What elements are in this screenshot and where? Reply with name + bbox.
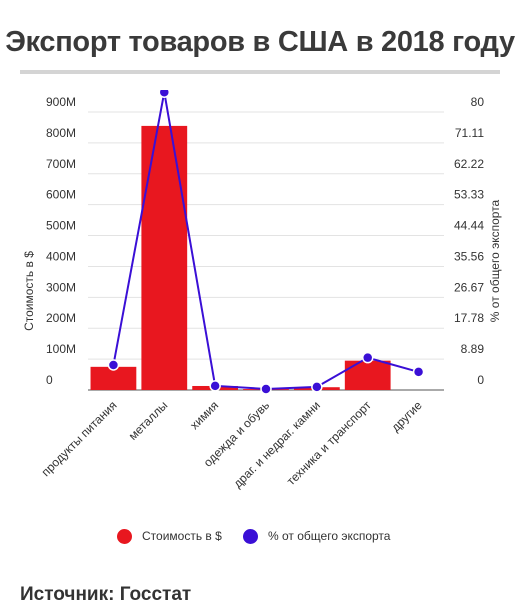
y-left-tick-label: 0 — [46, 373, 53, 387]
line-point — [311, 381, 323, 393]
line-point — [158, 90, 171, 98]
bar — [90, 366, 137, 390]
chart-title: Экспорт товаров в США в 2018 году — [5, 26, 515, 58]
legend-item-percent[interactable]: % от общего экспорта — [243, 526, 390, 546]
y-left-tick-label: 300M — [46, 280, 76, 294]
y-left-tick-label: 600M — [46, 188, 76, 202]
legend-label-percent: % от общего экспорта — [268, 529, 391, 543]
y-right-tick-label: 17.78 — [454, 311, 484, 325]
legend-label-value: Стоимость в $ — [142, 529, 222, 543]
y-right-tick-label: 80 — [471, 95, 485, 109]
x-tick-label: техника и транспорт — [284, 398, 374, 488]
y-left-tick-label: 200M — [46, 311, 76, 325]
y-left-tick-label: 100M — [46, 342, 76, 356]
legend-swatch-percent — [243, 528, 258, 544]
line-point — [209, 380, 221, 392]
x-tick-label: химия — [187, 398, 221, 432]
chart-legend: Стоимость в $ % от общего экспорта — [0, 526, 520, 546]
x-tick-label: драг. и недраг. камни — [231, 398, 323, 490]
y-left-tick-label: 900M — [46, 95, 76, 109]
legend-item-value[interactable]: Стоимость в $ — [117, 526, 222, 546]
y-right-axis-title: % от общего экспорта — [488, 199, 502, 322]
y-right-tick-label: 53.33 — [454, 188, 484, 202]
x-tick-label: металлы — [126, 398, 171, 443]
combo-chart: 0 0 100M 8.89 200M 17.78 300M 26.67 400M 35.56 500… — [22, 90, 502, 491]
line-point — [107, 359, 120, 371]
y-left-tick-label: 500M — [46, 219, 76, 233]
line-point — [412, 366, 425, 378]
line-point — [260, 383, 272, 395]
x-tick-label: другие — [388, 398, 425, 435]
source-note: Источник: Госстат — [20, 584, 192, 605]
y-right-tick-label: 26.67 — [454, 280, 484, 294]
y-right-tick-label: 0 — [477, 373, 484, 387]
y-left-axis-title: Стоимость в $ — [22, 251, 36, 331]
y-right-tick-label: 8.89 — [461, 342, 485, 356]
bar — [141, 125, 188, 391]
y-left-tick-label: 800M — [46, 126, 76, 140]
y-right-tick-label: 35.56 — [454, 249, 484, 263]
legend-swatch-value — [117, 528, 132, 544]
y-right-tick-label: 71.11 — [455, 126, 484, 140]
title-divider — [20, 70, 500, 74]
y-left-tick-label: 700M — [46, 157, 76, 171]
y-right-tick-label: 62.22 — [454, 157, 484, 171]
bar — [344, 360, 391, 390]
line-point — [361, 351, 374, 364]
x-tick-label: продукты питания — [39, 398, 120, 479]
y-right-tick-label: 44.44 — [454, 219, 484, 233]
y-left-tick-label: 400M — [46, 249, 76, 263]
